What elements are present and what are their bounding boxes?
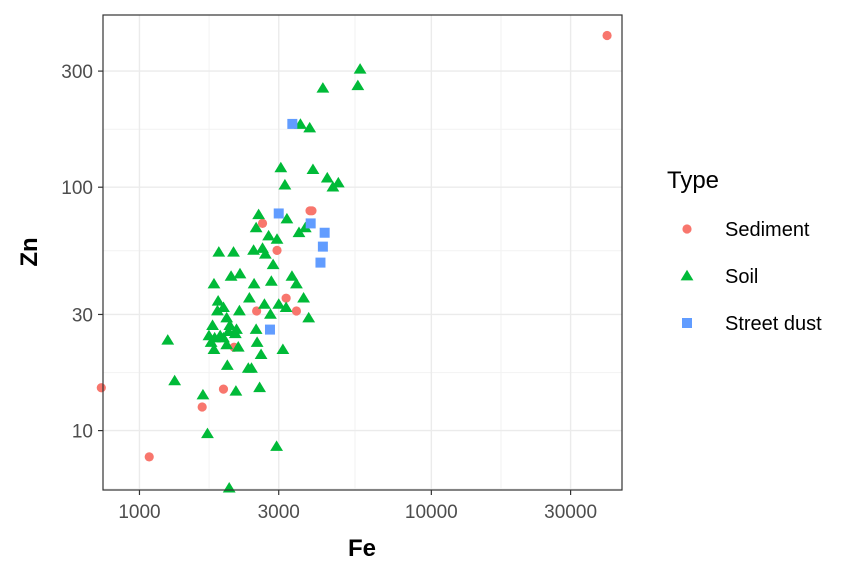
soil-point — [212, 246, 226, 257]
soil-point — [326, 181, 340, 192]
sediment-point — [96, 383, 106, 393]
grid-layer — [103, 15, 622, 490]
sediment-point — [144, 452, 154, 462]
soil-point — [353, 63, 367, 74]
y-tick-label: 100 — [61, 178, 93, 199]
x-tick-label: 30000 — [544, 502, 597, 523]
legend: Type Sediment Soil Street dust — [667, 167, 822, 335]
street-dust-point — [305, 218, 316, 229]
x-tick-label: 10000 — [405, 502, 458, 523]
soil-point — [292, 226, 306, 238]
soil-point — [351, 79, 365, 91]
soil-point — [223, 319, 237, 330]
x-axis-title: Fe — [348, 535, 376, 562]
x-tick-label: 1000 — [118, 502, 160, 523]
soil-point — [274, 161, 288, 173]
soil-point — [211, 295, 225, 306]
soil-point — [224, 270, 238, 281]
points-layer — [96, 30, 612, 493]
sediment-point — [257, 218, 268, 229]
soil-point — [303, 121, 317, 133]
soil-point — [320, 171, 334, 183]
street-dust-point — [287, 118, 298, 129]
soil-point — [254, 348, 268, 360]
soil-point — [250, 336, 264, 347]
soil-point — [249, 221, 263, 233]
legend-key-street-dust — [682, 318, 692, 328]
soil-point — [228, 327, 242, 339]
soil-point — [207, 343, 221, 355]
soil-point — [196, 388, 210, 400]
street-dust-point — [317, 241, 328, 252]
sediment-point — [291, 306, 302, 316]
soil-point — [241, 362, 255, 373]
legend-key-soil — [680, 269, 694, 281]
soil-point — [242, 291, 256, 303]
sediment-point — [218, 384, 229, 394]
soil-point — [272, 298, 286, 309]
street-dust-point — [319, 227, 330, 238]
sediment-point — [307, 206, 317, 216]
soil-point — [276, 343, 290, 355]
soil-point — [220, 359, 234, 370]
soil-point — [302, 311, 316, 323]
soil-point — [168, 374, 182, 386]
legend-title: Type — [667, 167, 719, 194]
soil-point — [262, 229, 276, 241]
soil-point — [207, 277, 221, 289]
soil-point — [258, 298, 271, 309]
sediment-point — [197, 402, 207, 412]
soil-point — [229, 385, 243, 396]
soil-point — [252, 208, 266, 220]
x-tick-label: 3000 — [258, 502, 300, 523]
soil-point — [249, 323, 263, 334]
street-dust-point — [264, 324, 275, 335]
soil-point — [227, 246, 240, 257]
soil-point — [247, 244, 260, 255]
soil-point — [247, 277, 261, 289]
soil-point — [222, 481, 236, 493]
soil-point — [290, 277, 303, 289]
soil-point — [270, 233, 284, 244]
soil-point — [264, 275, 278, 286]
soil-point — [297, 291, 310, 303]
panel-border — [102, 14, 623, 491]
soil-point — [306, 163, 320, 175]
legend-label-street-dust: Street dust — [725, 313, 822, 335]
sediment-point — [272, 245, 282, 255]
soil-point — [279, 301, 293, 312]
legend-key-sediment — [682, 224, 692, 234]
street-dust-point — [273, 208, 284, 219]
y-tick-label: 10 — [72, 422, 93, 443]
soil-point — [206, 319, 219, 330]
soil-point — [264, 308, 277, 319]
y-axis-title: Zn — [16, 237, 43, 266]
ticks-layer: 1000 3000 10000 30000 10 30 100 300 — [61, 62, 597, 523]
sediment-point — [602, 30, 612, 41]
y-tick-label: 300 — [61, 62, 93, 83]
street-dust-point — [315, 257, 326, 268]
soil-point — [316, 82, 330, 93]
soil-point — [258, 248, 272, 259]
soil-point — [253, 381, 267, 393]
soil-point — [270, 440, 283, 451]
legend-label-soil: Soil — [725, 266, 758, 288]
soil-point — [211, 304, 224, 316]
sediment-point — [281, 293, 291, 303]
soil-point — [217, 301, 230, 312]
soil-point — [201, 427, 214, 439]
soil-point — [285, 270, 299, 281]
soil-point — [266, 258, 280, 270]
soil-point — [278, 178, 292, 190]
soil-point — [280, 212, 294, 224]
legend-label-sediment: Sediment — [725, 219, 810, 241]
soil-point — [233, 304, 246, 316]
soil-point — [231, 341, 245, 352]
soil-point — [161, 334, 175, 345]
soil-point — [233, 267, 247, 279]
soil-point — [298, 221, 312, 233]
y-tick-label: 30 — [72, 305, 93, 326]
soil-point — [220, 338, 234, 350]
